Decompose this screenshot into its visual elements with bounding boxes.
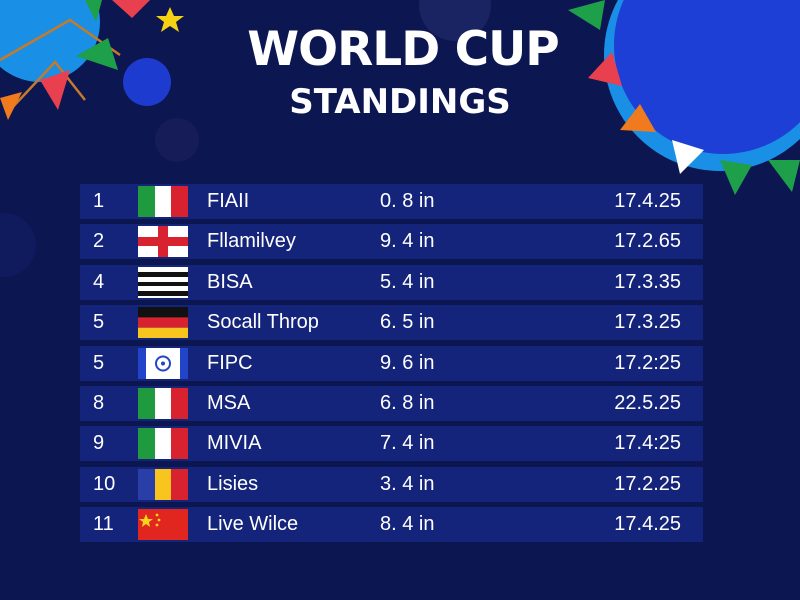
- rank-cell: 11: [93, 513, 114, 536]
- pennant-red-2: [40, 70, 70, 110]
- pennant-green-2: [85, 0, 102, 22]
- rank-cell: 9: [93, 432, 105, 455]
- pennant-red-1: [112, 0, 150, 18]
- team-cell: BISA: [207, 270, 253, 293]
- italy-flag: [138, 186, 188, 217]
- star-icon: [156, 7, 184, 32]
- score-cell: 7. 4 in: [380, 432, 435, 455]
- rank-cell: 4: [93, 270, 105, 293]
- china-flag: [138, 509, 188, 541]
- date-cell: 17.2:25: [614, 351, 681, 374]
- team-cell: Lisies: [207, 472, 259, 495]
- score-cell: 0. 8 in: [380, 190, 435, 212]
- background-circle-top: [419, 0, 491, 41]
- italy-flag: [138, 428, 188, 460]
- pennant-orange-1: [0, 92, 22, 120]
- score-cell: 9. 4 in: [380, 230, 435, 253]
- page-subtitle: STANDINGS: [289, 82, 511, 122]
- pennant-red-3: [588, 52, 622, 86]
- date-cell: 17.2.25: [614, 472, 681, 495]
- team-cell: Socall Throp: [207, 311, 319, 334]
- table-row: 10 Lisies 3. 4 in 17.2.25: [80, 466, 703, 502]
- date-cell: 17.4.25: [614, 513, 681, 536]
- table-row: 4 BISA 5. 4 in 17.3.35: [80, 264, 703, 300]
- pennant-green-3: [568, 0, 605, 30]
- score-cell: 5. 4 in: [380, 270, 435, 293]
- rank-cell: 1: [93, 190, 105, 212]
- date-cell: 17.4:25: [614, 432, 681, 455]
- rank-cell: 8: [93, 391, 105, 414]
- pennant-green-5: [768, 160, 800, 192]
- rank-cell: 10: [93, 472, 116, 495]
- score-cell: 6. 8 in: [380, 391, 435, 414]
- rank-cell: 2: [93, 230, 105, 253]
- pennant-green-1: [76, 38, 118, 70]
- page-title: WORLD CUP: [247, 22, 559, 77]
- pennant-orange-2: [620, 104, 656, 132]
- team-cell: Live Wilce: [207, 513, 299, 536]
- date-cell: 17.3.35: [614, 270, 681, 293]
- rank-cell: 5: [93, 311, 105, 334]
- team-cell: FIPC: [207, 351, 253, 374]
- team-cell: Fllamilvey: [207, 230, 296, 253]
- date-cell: 17.4.25: [614, 190, 681, 212]
- table-row: 2 Fllamilvey 9. 4 in 17.2.65: [80, 224, 703, 260]
- standings-table: 1 FIAII 0. 8 in 17.4.25 2 Fllamilvey 9. 4 in 17…: [80, 184, 703, 548]
- score-cell: 8. 4 in: [380, 513, 435, 536]
- score-cell: 3. 4 in: [380, 472, 435, 495]
- table-row: 8 MSA 6. 8 in 22.5.25: [80, 385, 703, 421]
- table-row: 5 Socall Throp 6. 5 in 17.3.25: [80, 305, 703, 341]
- romania-flag: [138, 468, 188, 500]
- team-cell: MSA: [207, 391, 251, 414]
- team-cell: FIAII: [207, 190, 250, 212]
- background-circle-left: [0, 213, 36, 277]
- table-row: 5 FIPC 9. 6 in 17.2:25: [80, 345, 703, 381]
- striped-flag: [138, 266, 188, 298]
- score-cell: 9. 6 in: [380, 351, 435, 374]
- table-row: 11 Live Wilce 8. 4 in 17.4.25: [80, 507, 703, 543]
- streamer-line-2: [9, 60, 86, 111]
- table-row: 1 FIAII 0. 8 in 17.4.25: [80, 184, 703, 219]
- background-circle-small: [155, 118, 199, 162]
- rank-cell: 5: [93, 351, 105, 374]
- background-circle-blue: [123, 58, 171, 106]
- date-cell: 17.2.65: [614, 230, 681, 253]
- date-cell: 22.5.25: [614, 391, 681, 414]
- table-row: 9 MIVIA 7. 4 in 17.4:25: [80, 426, 703, 462]
- pennant-white-1: [672, 140, 704, 174]
- india-flag: [138, 347, 188, 379]
- score-cell: 6. 5 in: [380, 311, 435, 334]
- balloon-top-right-inner: [614, 0, 800, 154]
- england-flag: [138, 226, 188, 258]
- date-cell: 17.3.25: [614, 311, 681, 334]
- team-cell: MIVIA: [207, 432, 262, 455]
- balloon-top-left: [0, 0, 100, 82]
- pennant-green-4: [720, 160, 752, 195]
- italy-flag: [138, 387, 188, 419]
- germany-flag: [138, 307, 188, 339]
